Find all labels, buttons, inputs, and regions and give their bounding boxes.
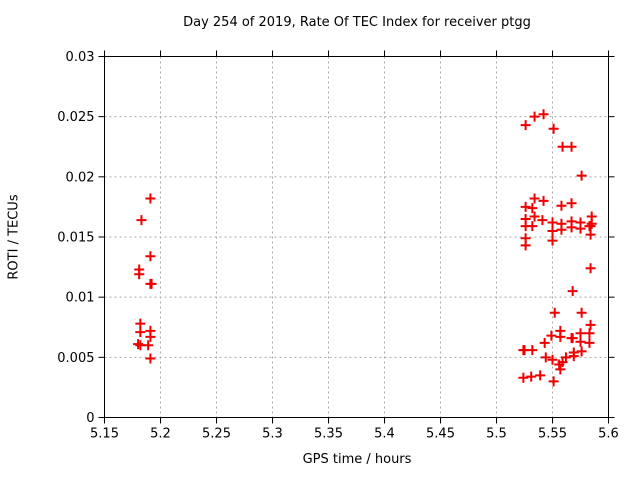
data-point-marker [527,221,538,232]
data-point-marker [549,307,560,318]
data-point-marker [538,195,549,206]
data-point-marker [539,337,550,348]
data-point-marker [135,327,146,338]
data-point-marker [566,222,577,233]
data-point-marker [576,307,587,318]
x-tick-label: 5.15 [90,427,119,442]
data-point-marker [555,331,566,342]
data-point-marker [526,371,537,382]
x-tick-label: 5.55 [538,427,567,442]
data-point-marker [145,353,156,364]
data-point-marker [145,193,156,204]
x-tick-label: 5.25 [202,427,231,442]
y-tick-label: 0.03 [66,50,95,65]
data-point-marker [585,229,596,240]
data-point-marker [547,354,558,365]
data-point-marker [554,359,565,370]
data-point-marker [585,319,596,330]
data-point-marker [576,170,587,181]
data-point-marker [135,318,146,329]
data-point-marker [134,269,145,280]
x-tick-label: 5.35 [314,427,343,442]
data-point-marker [133,339,144,350]
data-point-marker [585,263,596,274]
x-tick-label: 5.45 [426,427,455,442]
y-tick-label: 0.015 [57,231,94,246]
data-point-marker [529,111,540,122]
data-point-marker [547,235,558,246]
data-point-marker [556,224,567,235]
data-point-marker [527,345,538,356]
data-point-marker [548,376,559,387]
y-tick-label: 0.005 [57,351,94,366]
data-point-marker [136,215,147,226]
x-tick-label: 5.6 [598,427,619,442]
y-tick-label: 0.01 [66,291,95,306]
data-point-marker [557,141,568,152]
data-point-marker [520,201,531,212]
x-axis-label: GPS time / hours [302,452,412,467]
data-point-marker [540,352,551,363]
data-point-marker [547,217,558,228]
data-point-marker [567,286,578,297]
data-point-marker [520,120,531,131]
data-point-marker [566,141,577,152]
data-point-marker [575,336,586,347]
data-point-marker [567,333,578,344]
data-point-marker [143,340,154,351]
data-point-marker [145,251,156,262]
chart-title: Day 254 of 2019, Rate Of TEC Index for r… [183,15,531,30]
x-tick-label: 5.3 [262,427,283,442]
data-point-marker [529,211,540,222]
data-point-marker [556,200,567,211]
x-tick-label: 5.2 [150,427,171,442]
plot-border [104,56,609,418]
x-tick-label: 5.4 [374,427,395,442]
data-point-marker [566,198,577,209]
data-point-marker [575,223,586,234]
y-tick-label: 0 [86,411,94,426]
y-tick-label: 0.025 [57,110,94,125]
data-point-marker [584,328,595,339]
data-point-marker [547,225,558,236]
data-point-marker [575,328,586,339]
data-point-marker [586,218,597,229]
data-point-marker [568,351,579,362]
data-point-marker [145,331,156,342]
data-point-marker [584,337,595,348]
data-point-marker [555,364,566,375]
data-point-marker [537,215,548,226]
x-tick-label: 5.5 [486,427,507,442]
data-point-marker [548,123,559,134]
data-point-marker [518,372,529,383]
data-point-marker [146,278,157,289]
data-point-marker [538,109,549,120]
y-tick-label: 0.02 [66,170,95,185]
data-point-marker [527,203,538,214]
data-point-marker [546,330,557,341]
data-point-marker [576,346,587,357]
data-point-marker [529,193,540,204]
data-point-marker [520,240,531,251]
data-point-marker [535,370,546,381]
